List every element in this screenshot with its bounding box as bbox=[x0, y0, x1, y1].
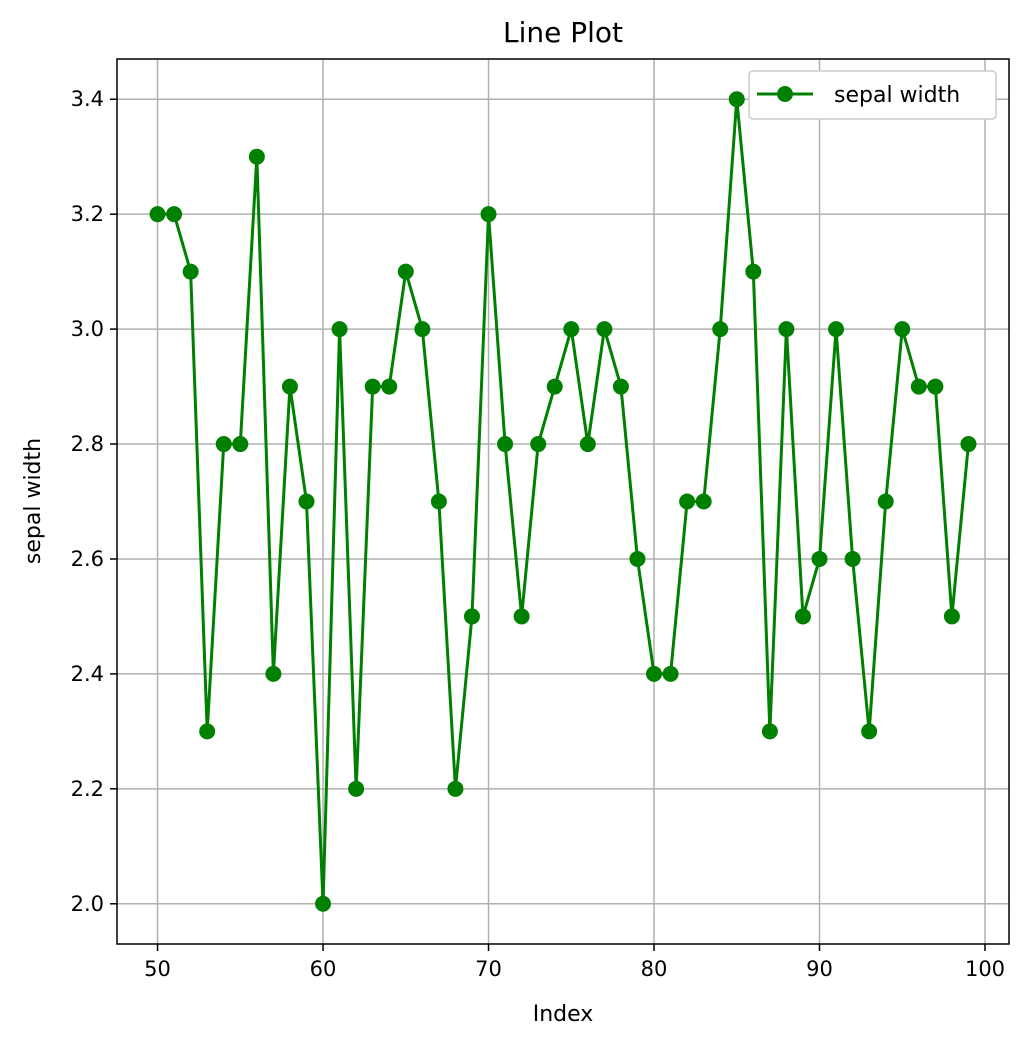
data-point bbox=[149, 206, 166, 223]
plot-frame bbox=[116, 58, 1010, 945]
data-point bbox=[546, 378, 563, 395]
y-tick-label: 2.0 bbox=[71, 892, 104, 916]
data-point bbox=[199, 723, 216, 740]
series-layer bbox=[149, 91, 977, 912]
x-tick-label: 80 bbox=[641, 957, 668, 981]
legend-marker bbox=[777, 86, 793, 102]
data-point bbox=[612, 378, 629, 395]
x-tick-label: 50 bbox=[144, 957, 171, 981]
y-tick-label: 2.2 bbox=[71, 777, 104, 801]
data-point bbox=[348, 780, 365, 797]
y-tick-label: 3.4 bbox=[71, 87, 104, 111]
data-point bbox=[265, 665, 282, 682]
data-point bbox=[646, 665, 663, 682]
data-point bbox=[844, 550, 861, 567]
data-point bbox=[563, 321, 580, 338]
x-tick-label: 90 bbox=[806, 957, 833, 981]
data-point bbox=[761, 723, 778, 740]
data-point bbox=[679, 493, 696, 510]
data-point bbox=[910, 378, 927, 395]
data-point bbox=[861, 723, 878, 740]
data-point bbox=[215, 436, 232, 453]
data-point bbox=[463, 608, 480, 625]
data-point bbox=[447, 780, 464, 797]
x-tick-label: 70 bbox=[475, 957, 502, 981]
data-point bbox=[728, 91, 745, 108]
y-tick-label: 3.0 bbox=[71, 317, 104, 341]
data-point bbox=[331, 321, 348, 338]
x-axis-label: Index bbox=[533, 1002, 594, 1027]
data-point bbox=[281, 378, 298, 395]
data-point bbox=[480, 206, 497, 223]
y-tick-label: 2.4 bbox=[71, 662, 104, 686]
data-point bbox=[828, 321, 845, 338]
y-tick-label: 3.2 bbox=[71, 202, 104, 226]
data-point bbox=[877, 493, 894, 510]
data-point bbox=[397, 263, 414, 280]
data-point bbox=[430, 493, 447, 510]
chart-title: Line Plot bbox=[503, 16, 623, 49]
legend-label: sepal width bbox=[834, 83, 960, 108]
data-point bbox=[182, 263, 199, 280]
x-tick-label: 60 bbox=[310, 957, 337, 981]
legend: sepal width bbox=[748, 70, 997, 120]
data-point bbox=[232, 436, 249, 453]
data-point bbox=[778, 321, 795, 338]
data-point bbox=[629, 550, 646, 567]
data-point bbox=[513, 608, 530, 625]
data-point bbox=[530, 436, 547, 453]
data-point bbox=[298, 493, 315, 510]
data-point bbox=[794, 608, 811, 625]
data-point bbox=[927, 378, 944, 395]
data-point bbox=[894, 321, 911, 338]
data-point bbox=[381, 378, 398, 395]
data-point bbox=[695, 493, 712, 510]
data-point bbox=[414, 321, 431, 338]
y-tick-label: 2.6 bbox=[71, 547, 104, 571]
data-point bbox=[364, 378, 381, 395]
data-point bbox=[315, 895, 332, 912]
data-point bbox=[579, 436, 596, 453]
series-line bbox=[157, 97, 970, 906]
data-point bbox=[712, 321, 729, 338]
legend-box bbox=[748, 70, 997, 120]
data-point bbox=[960, 436, 977, 453]
data-point bbox=[497, 436, 514, 453]
data-point bbox=[943, 608, 960, 625]
data-point bbox=[811, 550, 828, 567]
axis-ticks: 50 60 70 80 90 100 2.0 2.2 2.4 2.6 2.8 3.0 3.2 3.4 bbox=[71, 87, 1005, 981]
data-point bbox=[248, 148, 265, 165]
data-point bbox=[596, 321, 613, 338]
data-point bbox=[662, 665, 679, 682]
data-point bbox=[166, 206, 183, 223]
y-axis-label: sepal width bbox=[21, 438, 46, 564]
x-tick-label: 100 bbox=[965, 957, 1005, 981]
data-point bbox=[745, 263, 762, 280]
y-tick-label: 2.8 bbox=[71, 432, 104, 456]
